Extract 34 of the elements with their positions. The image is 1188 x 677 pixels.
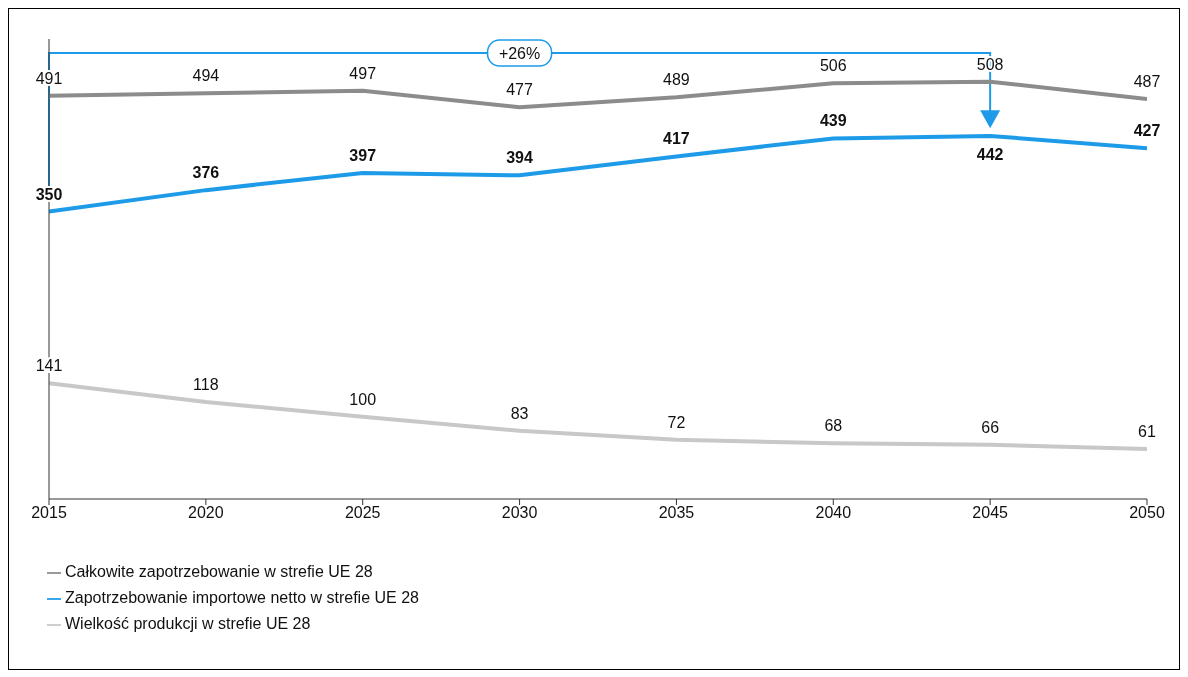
legend-label: Wielkość produkcji w strefie UE 28 [65, 615, 311, 632]
x-tick-label: 2045 [972, 504, 1009, 522]
data-label: 394 [506, 149, 534, 167]
x-tick-label: 2050 [1129, 504, 1165, 522]
data-label: 506 [819, 57, 847, 75]
data-label: 477 [506, 81, 534, 99]
data-label: 100 [349, 390, 377, 408]
x-tick-label: 2030 [501, 504, 538, 522]
data-label: 489 [663, 71, 690, 89]
data-label: 487 [1133, 72, 1161, 90]
annotation: +26% [498, 45, 541, 62]
data-label: 350 [35, 185, 63, 203]
x-tick-label: 2025 [344, 504, 381, 522]
data-label: 427 [1133, 122, 1161, 140]
data-label: 417 [663, 130, 690, 148]
legend-label: Całkowite zapotrzebowanie w strefie UE 28 [65, 563, 373, 580]
data-label: 68 [824, 417, 843, 435]
data-label: 442 [976, 145, 1004, 163]
data-label: 497 [349, 64, 377, 82]
x-tick-label: 2040 [815, 504, 852, 522]
x-tick-label: 2035 [658, 504, 695, 522]
x-tick-label: 2020 [188, 504, 224, 522]
data-label: 141 [35, 357, 63, 375]
data-label: 83 [510, 404, 529, 422]
x-tick-label: 2015 [31, 504, 67, 522]
data-label: 61 [1138, 422, 1156, 440]
data-label: 72 [667, 413, 686, 431]
data-label: 66 [981, 418, 1000, 436]
data-label: 376 [192, 164, 220, 182]
data-label: 118 [193, 376, 219, 394]
data-label: 494 [192, 67, 220, 85]
data-label: 439 [819, 112, 847, 130]
legend-label: Zapotrzebowanie importowe netto w strefie UE 28 [65, 589, 419, 606]
data-label: 397 [349, 146, 377, 164]
